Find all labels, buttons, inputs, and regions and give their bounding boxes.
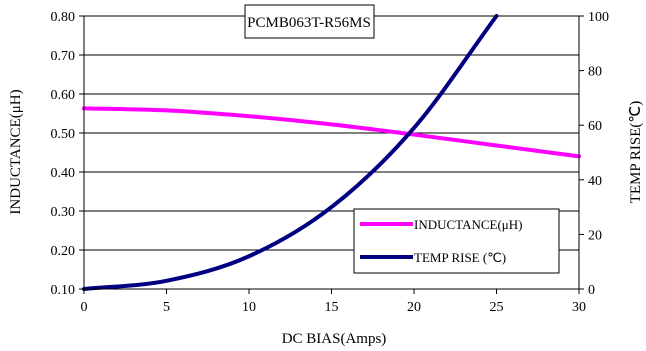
legend-label-inductance: INDUCTANCE(μH)	[414, 217, 522, 232]
left-y-tick-label: 0.80	[51, 10, 76, 25]
inductance-line	[82, 106, 581, 159]
left-y-tick-label: 0.20	[51, 244, 76, 259]
left-y-tick-label: 0.70	[51, 49, 76, 64]
x-tick-label: 20	[407, 300, 421, 315]
chart-title-frame	[244, 4, 375, 39]
temp-rise-line	[82, 14, 499, 291]
left-y-axis-title: INDUCTANCE(μH)	[8, 89, 24, 214]
right-y-tick-label: 60	[588, 119, 602, 134]
legend-frame	[353, 208, 560, 274]
left-y-tick-label: 0.10	[51, 283, 76, 298]
x-tick-label: 0	[81, 300, 88, 315]
left-y-tick-label: 0.40	[51, 166, 76, 181]
right-y-tick-label: 20	[588, 228, 602, 243]
x-tick-label: 30	[572, 300, 586, 315]
x-axis-title: DC BIAS(Amps)	[282, 331, 387, 347]
x-tick-label: 5	[163, 300, 170, 315]
left-y-tick-label: 0.60	[51, 88, 76, 103]
axis-ticks: 0.10 0.20 0.30 0.40 0.50 0.60 0.70 0.80 0 20 40 60 8…	[51, 10, 610, 315]
chart-title-box: PCMB063T-R56MS	[244, 4, 375, 39]
left-y-tick-label: 0.30	[51, 205, 76, 220]
right-y-axis-title: TEMP RISE(℃)	[628, 101, 644, 204]
x-tick-label: 25	[490, 300, 504, 315]
chart-title: PCMB063T-R56MS	[247, 15, 371, 31]
right-y-tick-label: 0	[588, 283, 595, 298]
right-y-tick-label: 100	[588, 10, 609, 25]
right-y-tick-label: 80	[588, 65, 602, 80]
x-tick-label: 10	[242, 300, 256, 315]
right-y-tick-label: 40	[588, 174, 602, 189]
x-tick-label: 15	[325, 300, 339, 315]
legend-label-temp-rise: TEMP RISE (℃)	[414, 250, 506, 265]
left-y-tick-label: 0.50	[51, 127, 76, 142]
series-lines	[82, 14, 581, 291]
legend: INDUCTANCE(μH) TEMP RISE (℃)	[353, 208, 560, 274]
